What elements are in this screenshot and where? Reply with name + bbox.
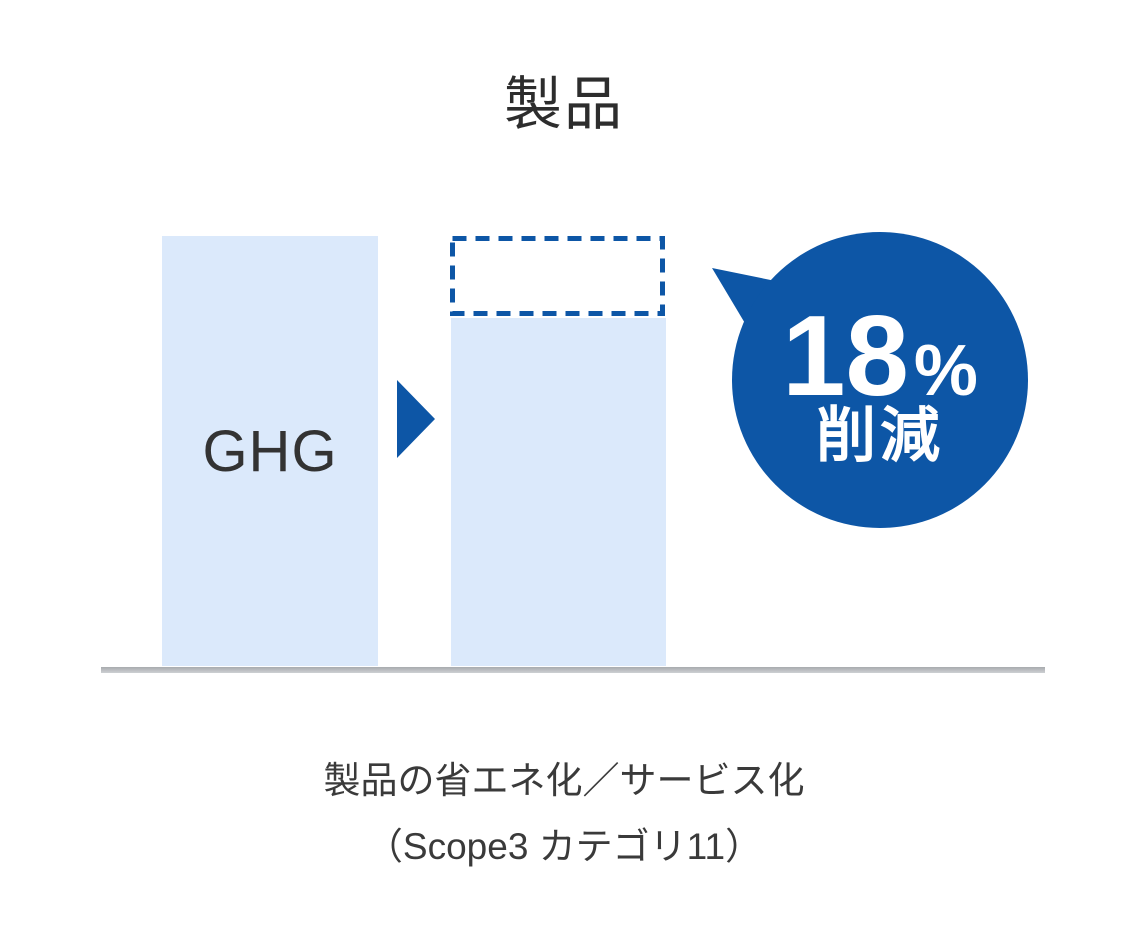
reduction-badge-value-row: 18% <box>732 300 1028 448</box>
caption: 製品の省エネ化／サービス化 （Scope3 カテゴリ11） <box>0 748 1128 880</box>
baseline-axis <box>101 667 1045 673</box>
bar-before: GHG <box>162 236 378 666</box>
dashed-reduction-box <box>450 236 665 316</box>
caption-line-2: （Scope3 カテゴリ11） <box>365 826 763 867</box>
caption-line-1: 製品の省エネ化／サービス化 <box>323 760 805 801</box>
right-arrow-icon <box>397 380 435 458</box>
reduction-badge-label: 削減 <box>816 402 944 469</box>
bar-after <box>451 318 666 666</box>
page-title: 製品 <box>503 72 624 137</box>
reduction-percent-value: 18 <box>782 293 909 420</box>
reduction-badge: 18% 削減 <box>732 232 1028 528</box>
percent-sign: % <box>913 331 978 411</box>
bar-before-label: GHG <box>202 418 338 484</box>
